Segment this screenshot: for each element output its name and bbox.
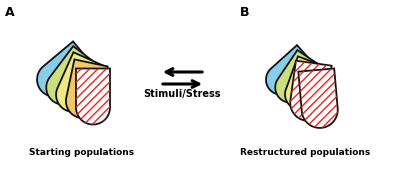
Polygon shape (298, 68, 338, 128)
Polygon shape (266, 45, 317, 95)
Text: Stimuli/Stress: Stimuli/Stress (144, 89, 221, 99)
Text: Starting populations: Starting populations (29, 148, 135, 157)
Polygon shape (46, 46, 100, 105)
Polygon shape (66, 59, 108, 118)
Polygon shape (275, 50, 322, 103)
Polygon shape (285, 56, 326, 110)
Text: Restructured populations: Restructured populations (240, 148, 370, 157)
Polygon shape (56, 52, 105, 112)
Polygon shape (37, 41, 95, 96)
Text: B: B (240, 6, 249, 19)
Polygon shape (76, 68, 110, 125)
Polygon shape (290, 61, 332, 121)
Text: A: A (5, 6, 14, 19)
